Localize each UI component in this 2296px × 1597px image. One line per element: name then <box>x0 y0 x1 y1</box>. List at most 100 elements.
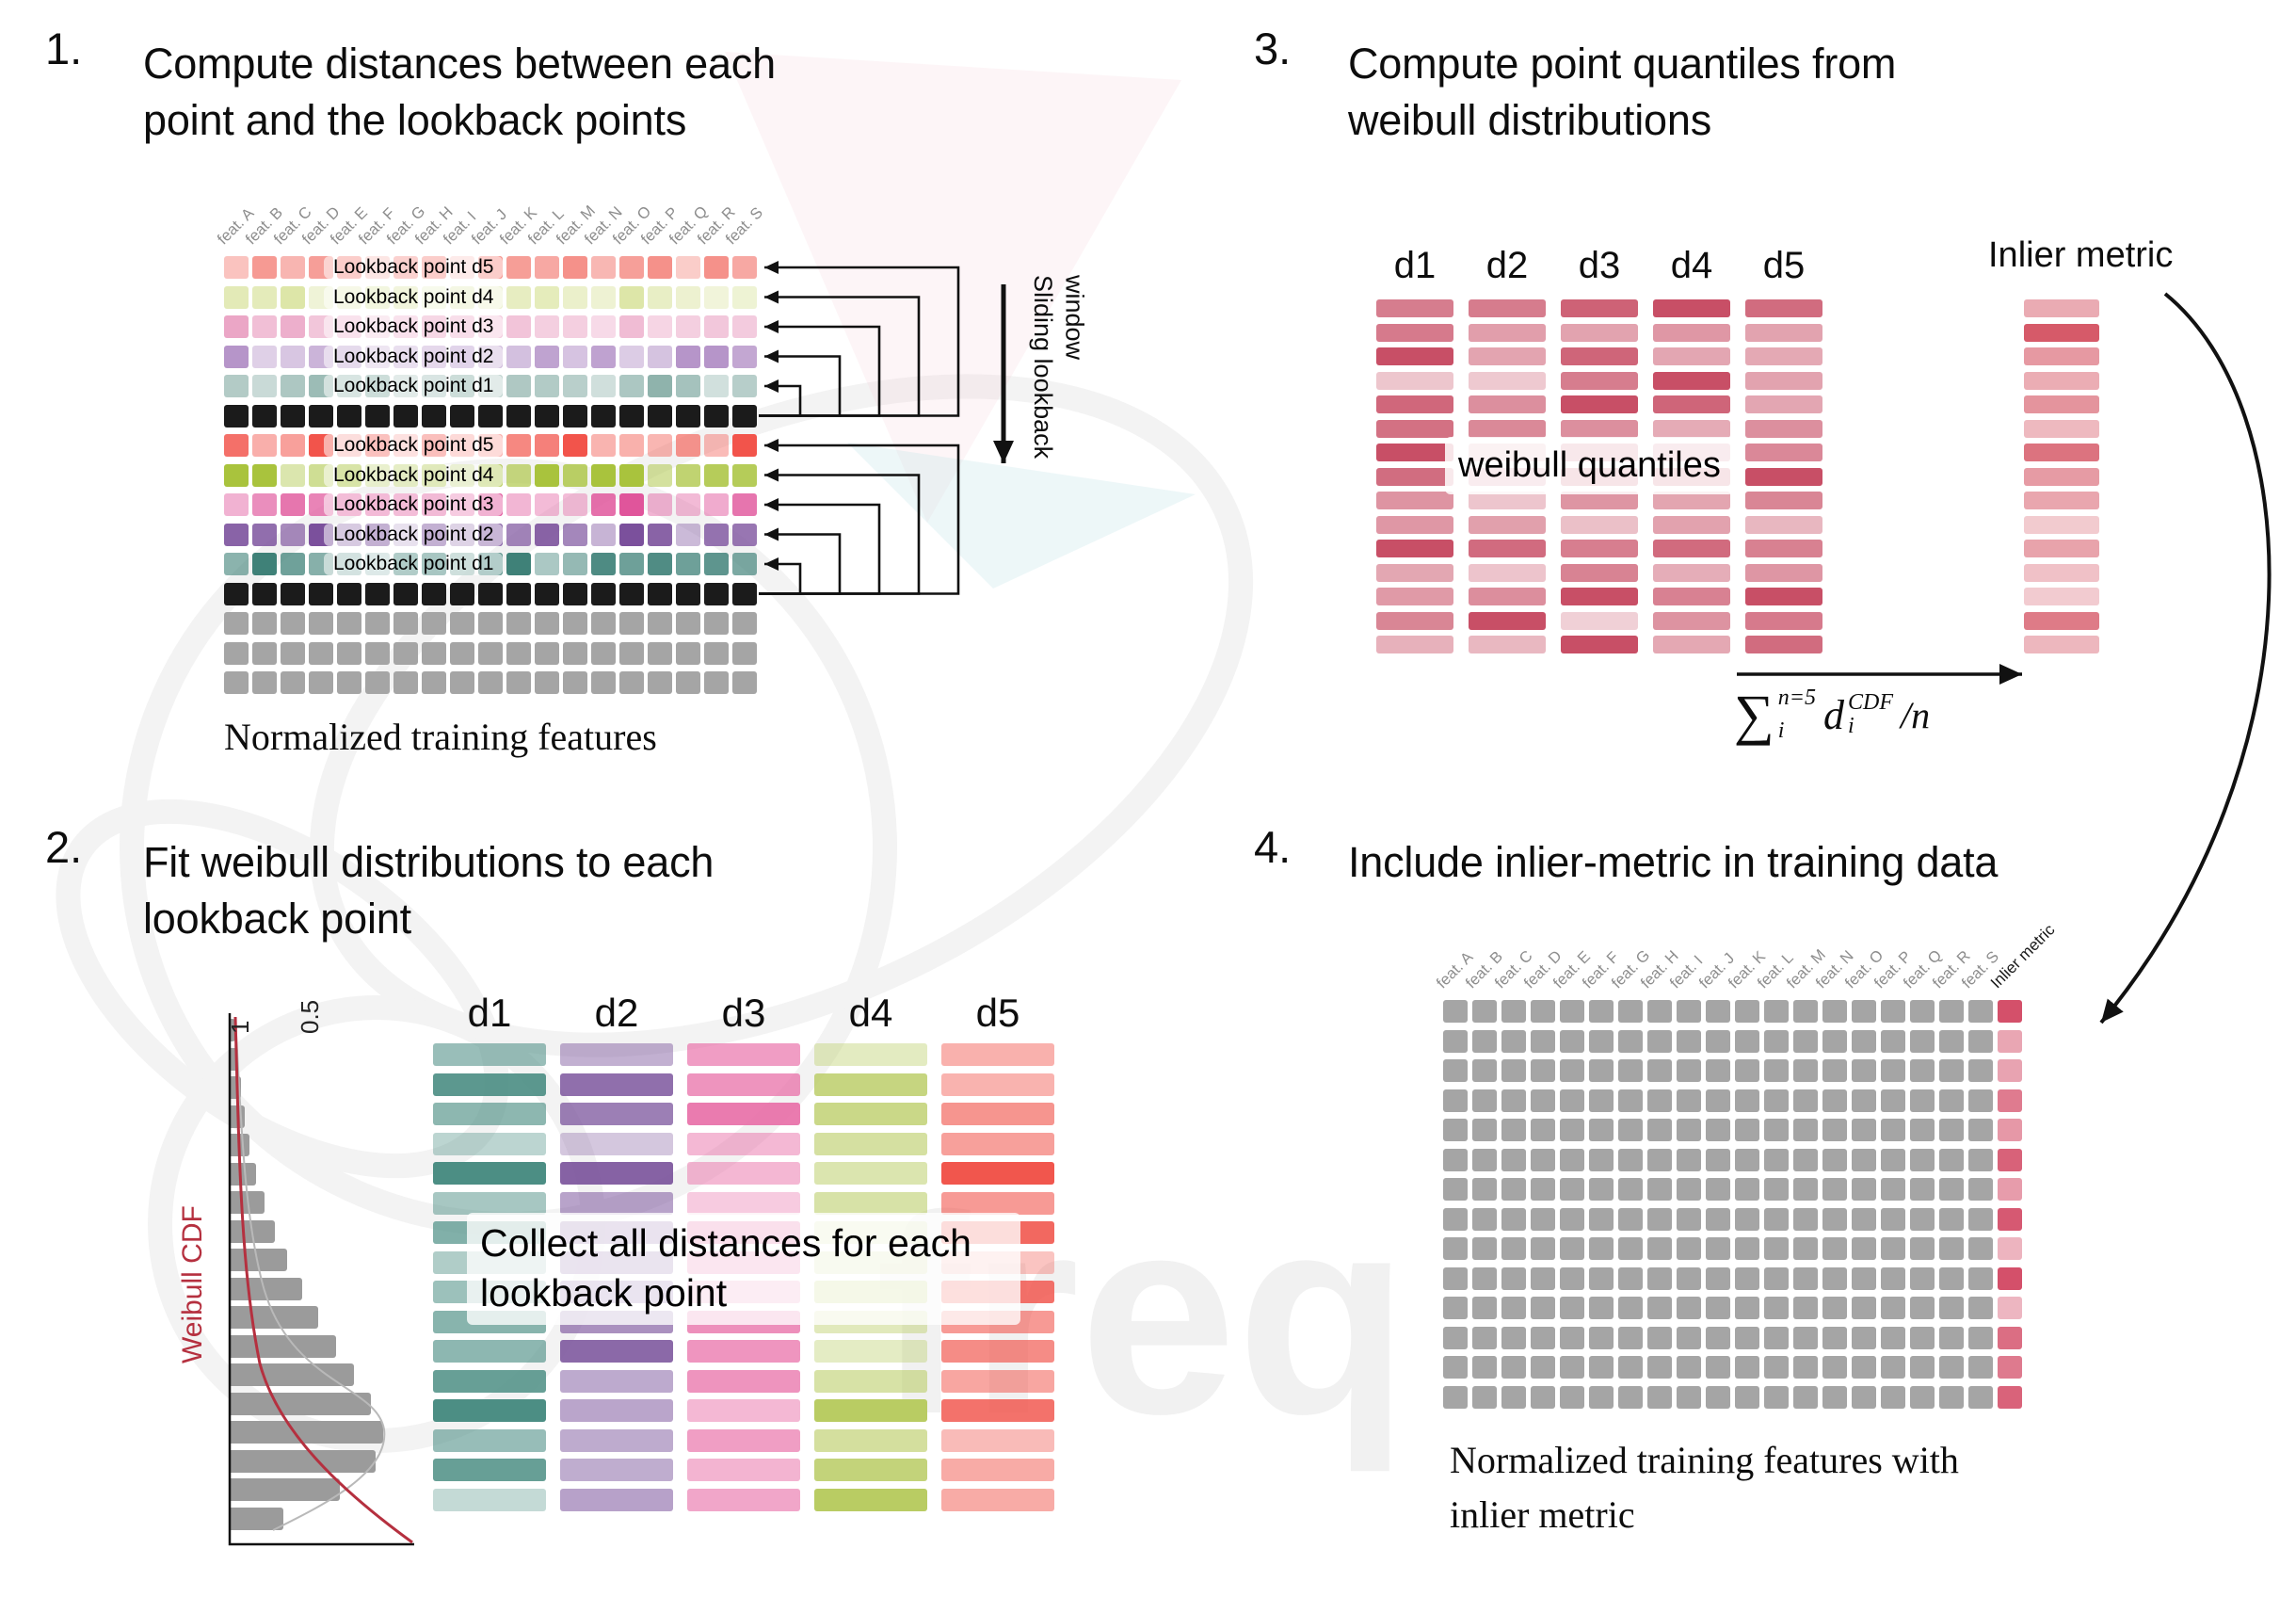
feature-cell <box>1589 1356 1614 1379</box>
inlier-cell <box>1998 1237 2022 1260</box>
feature-cell <box>1501 1029 1526 1053</box>
weibull-cdf-curve <box>233 1016 413 1544</box>
feature-cell <box>1443 1237 1468 1260</box>
feature-cell <box>1822 1297 1847 1319</box>
feature-cell <box>506 404 531 427</box>
feature-cell <box>309 404 333 427</box>
feature-cell <box>1472 1266 1497 1290</box>
feature-cell <box>1618 1029 1643 1053</box>
pdf-envelope-curve <box>234 1018 386 1531</box>
quantile-bar <box>1653 395 1730 413</box>
distance-bar <box>560 1073 673 1096</box>
quantile-bar <box>1469 395 1546 413</box>
quantile-bar <box>1745 636 1822 653</box>
feature-cell <box>1852 1059 1876 1082</box>
feature-cell <box>1764 1089 1789 1112</box>
feature-cell <box>648 404 672 427</box>
feature-cell <box>281 582 305 605</box>
feature-cell <box>478 671 503 694</box>
feature-cell <box>1793 1385 1818 1409</box>
feature-cell <box>1735 1059 1759 1082</box>
feature-cell <box>619 671 644 694</box>
feature-cell <box>450 641 474 665</box>
training-features-grid: Lookback point d5 Lookback point d4 Lookba… <box>215 202 766 702</box>
feature-cell <box>676 345 700 368</box>
feature-cell <box>252 285 277 309</box>
feature-cell <box>1443 1266 1468 1290</box>
feature-cell <box>648 523 672 546</box>
axis-tick-05: 0.5 <box>296 1000 324 1034</box>
quantile-bar <box>1469 636 1546 653</box>
feature-cell <box>1618 1059 1643 1082</box>
quantile-formula: ∑ n=5 i d CDF i/n <box>1734 684 1930 746</box>
feature-cell <box>1735 1266 1759 1290</box>
lookback-row-label: Lookback point d4 <box>324 463 504 487</box>
feature-cell <box>648 315 672 338</box>
distance-bar <box>941 1162 1054 1185</box>
quantile-column-header: d3 <box>1578 245 1621 286</box>
feature-cell <box>1793 1059 1818 1082</box>
feature-cell <box>1793 1178 1818 1201</box>
inlier-cell <box>1998 1356 2022 1379</box>
feature-cell <box>506 582 531 605</box>
feature-cell <box>591 315 616 338</box>
feature-cell <box>619 463 644 487</box>
quantile-bar <box>1653 492 1730 509</box>
quantile-bar <box>1376 540 1453 557</box>
feature-cell <box>252 582 277 605</box>
feature-cell <box>535 582 559 605</box>
feature-cell <box>1618 1089 1643 1112</box>
feature-cell <box>563 434 587 457</box>
panel1-caption: Normalized training features <box>224 716 657 758</box>
feature-cell <box>1793 1297 1818 1319</box>
feature-cell <box>393 582 418 605</box>
distance-bar <box>433 1162 546 1185</box>
feature-cell <box>1472 1029 1497 1053</box>
feature-cell <box>422 641 446 665</box>
feature-cell <box>648 463 672 487</box>
distance-bar <box>941 1103 1054 1125</box>
formula-term-sup: CDF <box>1847 690 1893 715</box>
feature-cell <box>1501 1059 1526 1082</box>
feature-cell <box>337 641 361 665</box>
quantile-bar <box>1653 299 1730 317</box>
feature-cell <box>1852 1237 1876 1260</box>
feature-cell <box>393 671 418 694</box>
distance-bar <box>941 1073 1054 1096</box>
feature-cell <box>1472 1297 1497 1319</box>
feature-cell <box>1501 1356 1526 1379</box>
feature-cell <box>224 641 249 665</box>
feature-cell <box>1910 1326 1935 1349</box>
inlier-bar <box>2024 395 2099 413</box>
hist-bar <box>231 1076 241 1099</box>
feature-cell <box>1531 1089 1555 1112</box>
lookback-row-label: Lookback point d5 <box>324 256 504 279</box>
feature-cell <box>591 434 616 457</box>
feature-cell <box>1910 1237 1935 1260</box>
lookback-row-label: Lookback point d2 <box>324 523 504 546</box>
feature-cell <box>365 404 390 427</box>
feature-cell <box>1881 1119 1905 1141</box>
feature-cell <box>1472 1148 1497 1171</box>
feature-cell <box>1472 1237 1497 1260</box>
feature-cell <box>224 523 249 546</box>
quantile-bar <box>1653 419 1730 438</box>
distance-bar <box>814 1103 927 1125</box>
feature-cell <box>1647 1148 1672 1171</box>
feature-cell <box>619 523 644 546</box>
feature-cell <box>1881 1326 1905 1349</box>
distance-bar <box>560 1340 673 1363</box>
feature-cell <box>1822 1148 1847 1171</box>
feature-cell <box>1735 1029 1759 1053</box>
feature-cell <box>1560 1089 1584 1112</box>
feature-cell <box>1589 1266 1614 1290</box>
feature-cell <box>1706 1089 1730 1112</box>
feature-cell <box>224 612 249 635</box>
feature-cell <box>1764 1059 1789 1082</box>
feature-cell <box>1531 1029 1555 1053</box>
feature-cell <box>704 493 729 516</box>
feature-cell <box>1647 1297 1672 1319</box>
feature-cell <box>535 463 559 487</box>
feature-cell <box>676 256 700 279</box>
feature-cell <box>619 285 644 309</box>
